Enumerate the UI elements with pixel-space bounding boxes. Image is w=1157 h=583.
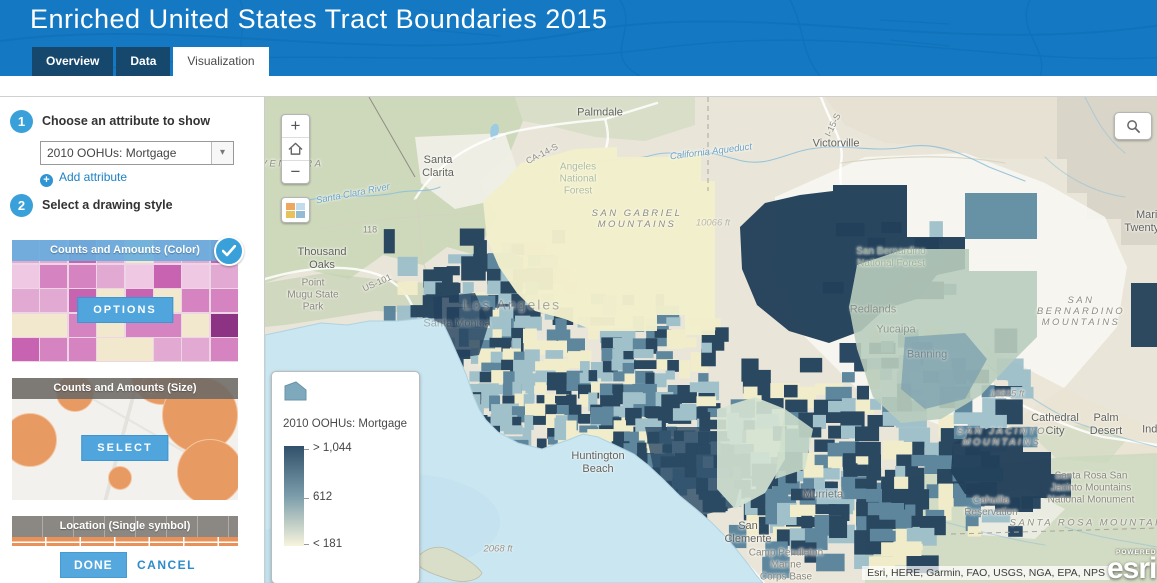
options-button[interactable]: OPTIONS	[77, 297, 173, 323]
add-attribute-link[interactable]: + Add attribute	[40, 170, 127, 187]
legend-title: 2010 OOHUs: Mortgage	[283, 418, 408, 430]
tab-overview[interactable]: Overview	[32, 47, 114, 76]
style-card-title: Location (Single symbol)	[12, 516, 238, 537]
powered-by-label: POWERED BY	[1116, 549, 1157, 556]
roads-layer	[265, 97, 1157, 583]
done-button[interactable]: DONE	[60, 552, 127, 578]
legend-max-value: > 1,044	[313, 442, 352, 454]
step-2-label: Select a drawing style	[42, 198, 173, 212]
tab-visualization[interactable]: Visualization	[173, 47, 269, 76]
style-card-counts-size[interactable]: Counts and Amounts (Size) SELECT	[12, 378, 238, 500]
esri-logo: esri	[1107, 552, 1157, 583]
cancel-button[interactable]: CANCEL	[137, 558, 196, 572]
search-button[interactable]	[1114, 112, 1152, 140]
attribute-dropdown-value: 2010 OOHUs: Mortgage	[47, 146, 177, 160]
tract-polygon-icon	[284, 381, 307, 401]
large-tracts-layer	[433, 147, 1157, 517]
tab-bar: Overview Data Visualization	[32, 47, 269, 76]
style-card-title: Counts and Amounts (Color)	[12, 240, 238, 261]
zoom-in-button[interactable]: +	[282, 115, 309, 138]
selected-check-icon	[214, 236, 244, 266]
map-view[interactable]: Palmdale Victorville Santa Clarita Californi…	[265, 97, 1157, 583]
zoom-out-button[interactable]: −	[290, 162, 301, 181]
tab-data[interactable]: Data	[116, 47, 171, 76]
subheader-strip	[0, 76, 1157, 97]
location-style-thumbnail	[12, 537, 238, 546]
home-button[interactable]	[282, 138, 309, 161]
map-attribution: Esri, HERE, Garmin, FAO, USGS, NGA, EPA,…	[862, 566, 1110, 580]
style-card-title: Counts and Amounts (Size)	[12, 378, 238, 399]
chevron-down-icon[interactable]: ▾	[211, 142, 233, 164]
legend-mid-value: 612	[313, 491, 333, 503]
plus-icon: +	[40, 174, 53, 187]
step-1-badge: 1	[10, 110, 33, 133]
search-icon	[1126, 119, 1140, 133]
legend-min-value: < 181	[313, 538, 343, 550]
attribute-dropdown[interactable]: 2010 OOHUs: Mortgage ▾	[40, 141, 234, 165]
page-title: Enriched United States Tract Boundaries …	[30, 4, 608, 34]
step-2-badge: 2	[10, 194, 33, 217]
boundary-lines-layer	[707, 97, 1157, 535]
basemap-gallery-button[interactable]	[281, 197, 310, 223]
legend-color-ramp	[284, 446, 304, 546]
style-card-counts-color[interactable]: Counts and Amounts (Color) OPTIONS	[12, 236, 244, 362]
esri-watermark: POWERED BY esri	[1107, 549, 1157, 583]
style-panel: 1 Choose an attribute to show 2010 OOHUs…	[0, 97, 265, 583]
select-button[interactable]: SELECT	[81, 435, 169, 461]
basemap-icon	[286, 202, 305, 218]
item-header: Enriched United States Tract Boundaries …	[0, 0, 1157, 76]
style-card-location[interactable]: Location (Single symbol)	[12, 516, 238, 546]
add-attribute-label: Add attribute	[59, 170, 128, 184]
map-legend: 2010 OOHUs: Mortgage > 1,044 612 < 181	[271, 371, 420, 583]
home-icon	[288, 142, 303, 155]
step-1-label: Choose an attribute to show	[42, 114, 211, 128]
zoom-control: + −	[281, 114, 310, 184]
basemap-canvas	[265, 97, 1157, 583]
